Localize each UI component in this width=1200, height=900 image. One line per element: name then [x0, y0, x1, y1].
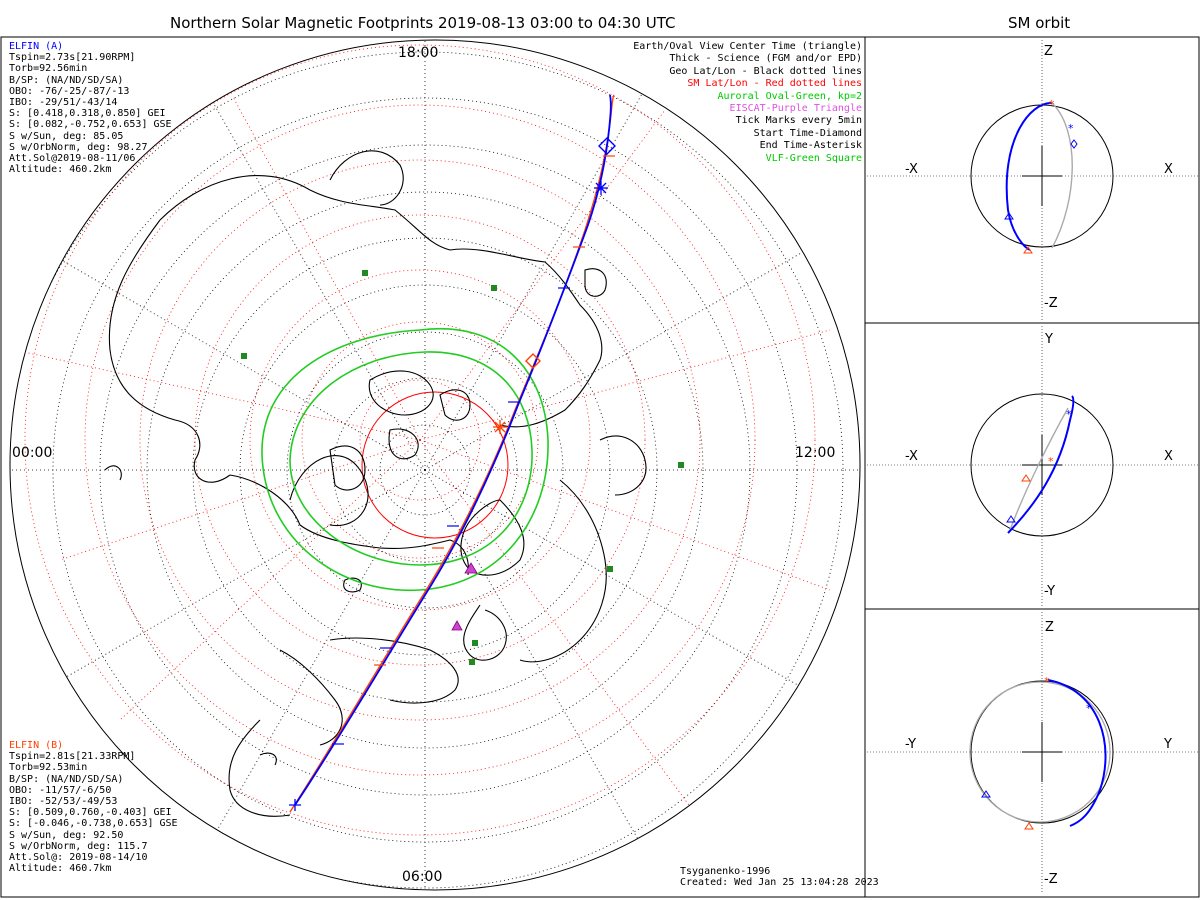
elfin-b-line: OBO: -11/57/-6/50 — [9, 784, 112, 796]
orbit1-left-label: -X — [905, 162, 918, 177]
sm-lon-grid — [14, 96, 831, 821]
elfin-b-line: S w/OrbNorm, deg: 115.7 — [9, 840, 148, 852]
orbit-panel-title: SM orbit — [1008, 14, 1071, 32]
vlf-square-icon — [362, 270, 368, 276]
orbit-panel-3: * * — [864, 608, 1200, 898]
elfin-a-line: B/SP: (NA/ND/SD/SA) — [9, 74, 124, 86]
vlf-square-icon — [241, 353, 247, 359]
elfin-b-line: Tspin=2.81s[21.33RPM] — [9, 751, 136, 763]
elfin-a-line: Tspin=2.73s[21.90RPM] — [9, 52, 136, 64]
elfin-a-ticks — [332, 287, 570, 745]
sm-pole-circle — [361, 391, 509, 539]
svg-text:*: * — [1066, 408, 1072, 421]
legend-item: End Time-Asterisk — [759, 140, 862, 152]
elfin-b-line: IBO: -52/53/-49/53 — [9, 796, 118, 808]
globe-outline — [9, 39, 861, 891]
svg-text:*: * — [1049, 98, 1055, 111]
elfin-b-info: ELFIN (B) Tspin=2.81s[21.33RPM] Torb=92.… — [9, 740, 178, 874]
legend-item: VLF-Green Square — [765, 152, 862, 164]
sm-lat-grid — [24, 44, 816, 836]
vlf-square-icon — [491, 285, 497, 291]
elfin-a-line: Torb=92.56min — [9, 63, 88, 75]
orbit1-bottom-label: -Z — [1044, 296, 1058, 311]
elfin-a-info: ELFIN (A) Tspin=2.73s[21.90RPM] Torb=92.… — [9, 41, 172, 175]
elfin-a-line: Att.Sol@2019-08-11/06 — [9, 153, 136, 165]
orbit1-right-label: X — [1164, 162, 1173, 177]
orbit3-right-label: Y — [1164, 737, 1172, 752]
elfin-a-line: S w/OrbNorm, deg: 98.27 — [9, 141, 148, 153]
map-content — [10, 40, 860, 890]
elfin-b-name: ELFIN (B) — [9, 740, 64, 751]
svg-text:*: * — [1044, 675, 1050, 688]
elfin-b-line: B/SP: (NA/ND/SD/SA) — [9, 773, 124, 785]
legend-item: EISCAT-Purple Triangle — [729, 103, 862, 115]
geo-lon-grid — [10, 40, 860, 890]
elfin-a-line: IBO: -29/51/-43/14 — [9, 97, 118, 109]
vlf-square-icon — [469, 659, 475, 665]
orbit-panel-1: * * — [864, 36, 1200, 324]
eiscat-triangle-icon — [451, 620, 463, 631]
legend-item: Geo Lat/Lon - Black dotted lines — [669, 65, 862, 77]
legend-item: SM Lat/Lon - Red dotted lines — [687, 78, 862, 90]
legend-item: Auroral Oval-Green, kp=2 — [717, 90, 863, 102]
elfin-b-line: S w/Sun, deg: 92.50 — [9, 829, 124, 841]
elfin-a-line: S w/Sun, deg: 85.05 — [9, 130, 124, 142]
vlf-square-icon — [678, 462, 684, 468]
legend: Earth/Oval View Center Time (triangle) T… — [633, 41, 862, 165]
elfin-a-line: S: [0.082,-0.752,0.653] GSE — [9, 119, 172, 131]
vlf-square-icon — [472, 640, 478, 646]
auroral-oval-outer — [261, 327, 549, 592]
legend-item: Tick Marks every 5min — [735, 115, 862, 127]
elfin-a-line: OBO: -76/-25/-87/-13 — [9, 85, 130, 97]
footer-created: Created: Wed Jan 25 13:04:28 2023 — [680, 877, 879, 889]
svg-text:*: * — [1086, 702, 1092, 715]
svg-text:*: * — [1048, 455, 1054, 468]
legend-item: Start Time-Diamond — [753, 127, 862, 139]
orbit2-bottom-label: -Y — [1044, 584, 1056, 599]
footer-model: Tsyganenko-1996 — [680, 866, 771, 877]
orbit2-left-label: -X — [905, 449, 918, 464]
orbit2-right-label: X — [1164, 449, 1173, 464]
start-diamond-icon — [598, 137, 616, 155]
coastlines — [104, 150, 647, 817]
auroral-oval-inner — [289, 351, 533, 566]
footer: Tsyganenko-1996 Created: Wed Jan 25 13:0… — [680, 866, 879, 888]
legend-item: Earth/Oval View Center Time (triangle) — [633, 41, 862, 52]
elfin-b-line: Att.Sol@: 2019-08-14/10 — [9, 852, 148, 864]
hour-label-bottom: 06:00 — [402, 869, 443, 885]
elfin-b-line: Altitude: 460.7km — [9, 863, 112, 875]
end-asterisk-icon — [493, 420, 507, 434]
orbit1-top-label: Z — [1044, 44, 1053, 59]
vlf-square-icon — [607, 566, 613, 572]
elfin-b-line: S: [0.509,0.760,-0.403] GEI — [9, 807, 172, 819]
elfin-a-line: Altitude: 460.2km — [9, 164, 112, 176]
orbit3-top-label: Z — [1045, 620, 1054, 635]
orbit2-top-label: Y — [1045, 332, 1053, 347]
orbit-panel-2: * * — [864, 322, 1200, 610]
hour-label-right: 12:00 — [795, 445, 836, 461]
hour-label-top: 18:00 — [398, 45, 439, 61]
elfin-a-line: S: [0.418,0.318,0.850] GEI — [9, 108, 166, 120]
svg-text:*: * — [1068, 122, 1074, 135]
hour-label-left: 00:00 — [12, 445, 53, 461]
legend-item: Thick - Science (FGM and/or EPD) — [669, 53, 862, 65]
start-diamond-icon — [525, 353, 541, 369]
end-asterisk-icon — [594, 181, 608, 195]
orbit3-left-label: -Y — [905, 737, 917, 752]
elfin-b-line: S: [-0.046,-0.738,0.653] GSE — [9, 818, 178, 830]
orbit3-bottom-label: -Z — [1044, 872, 1058, 887]
end-asterisk-icon — [289, 799, 301, 811]
vlf-squares — [241, 270, 684, 665]
elfin-a-track — [294, 94, 612, 806]
elfin-a-name: ELFIN (A) — [9, 41, 64, 52]
eiscat-triangle-icon — [464, 562, 478, 574]
page-title: Northern Solar Magnetic Footprints 2019-… — [170, 14, 676, 32]
elfin-b-line: Torb=92.53min — [9, 762, 88, 774]
elfin-b-ticks — [374, 155, 615, 666]
